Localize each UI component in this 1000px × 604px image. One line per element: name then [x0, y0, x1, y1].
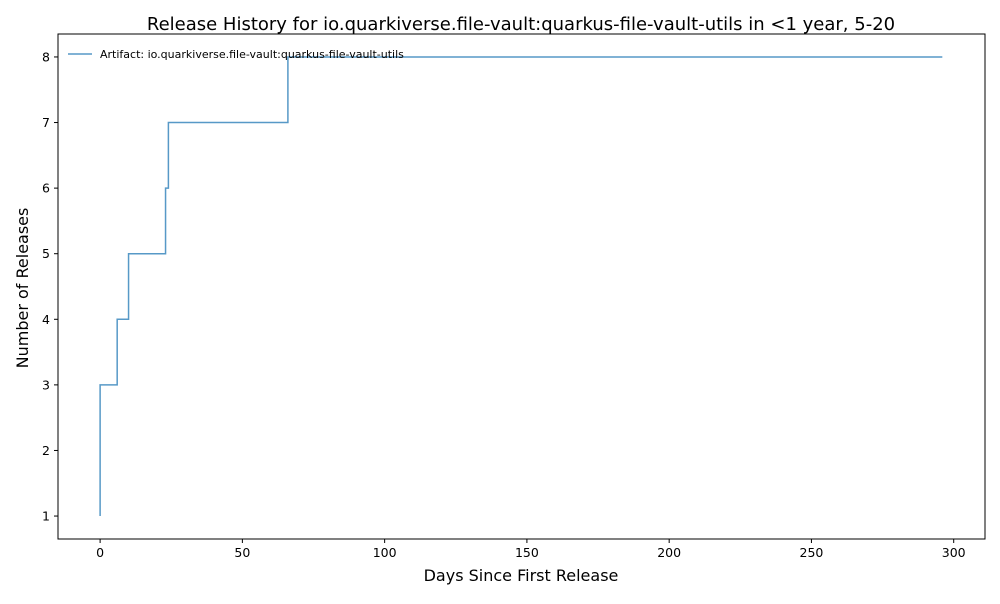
- x-tick-label: 250: [800, 545, 824, 560]
- y-tick-label: 3: [42, 377, 50, 392]
- y-tick-label: 4: [42, 312, 50, 327]
- chart-title: Release History for io.quarkiverse.file-…: [147, 14, 895, 35]
- y-tick-label: 2: [42, 443, 50, 458]
- legend-label: Artifact: io.quarkiverse.file-vault:quar…: [100, 48, 404, 61]
- y-tick-label: 8: [42, 49, 50, 64]
- y-axis-label: Number of Releases: [13, 208, 32, 369]
- y-axis-ticks: 1 2 3 4 5 6 7 8: [42, 49, 58, 524]
- x-tick-label: 150: [515, 545, 539, 560]
- x-tick-label: 100: [373, 545, 397, 560]
- y-tick-label: 7: [42, 115, 50, 130]
- x-tick-label: 200: [657, 545, 681, 560]
- y-tick-label: 1: [42, 509, 50, 524]
- x-axis-label: Days Since First Release: [424, 566, 619, 585]
- y-tick-label: 6: [42, 181, 50, 196]
- x-axis-ticks: 0 50 100 150 200 250 300: [96, 539, 966, 560]
- x-tick-label: 0: [96, 545, 104, 560]
- series-step-line: [99, 56, 943, 517]
- legend: Artifact: io.quarkiverse.file-vault:quar…: [68, 48, 404, 61]
- x-tick-label: 50: [234, 545, 250, 560]
- plot-frame: [57, 33, 986, 540]
- series-layer: [99, 56, 943, 517]
- x-tick-label: 300: [942, 545, 966, 560]
- y-tick-label: 5: [42, 246, 50, 261]
